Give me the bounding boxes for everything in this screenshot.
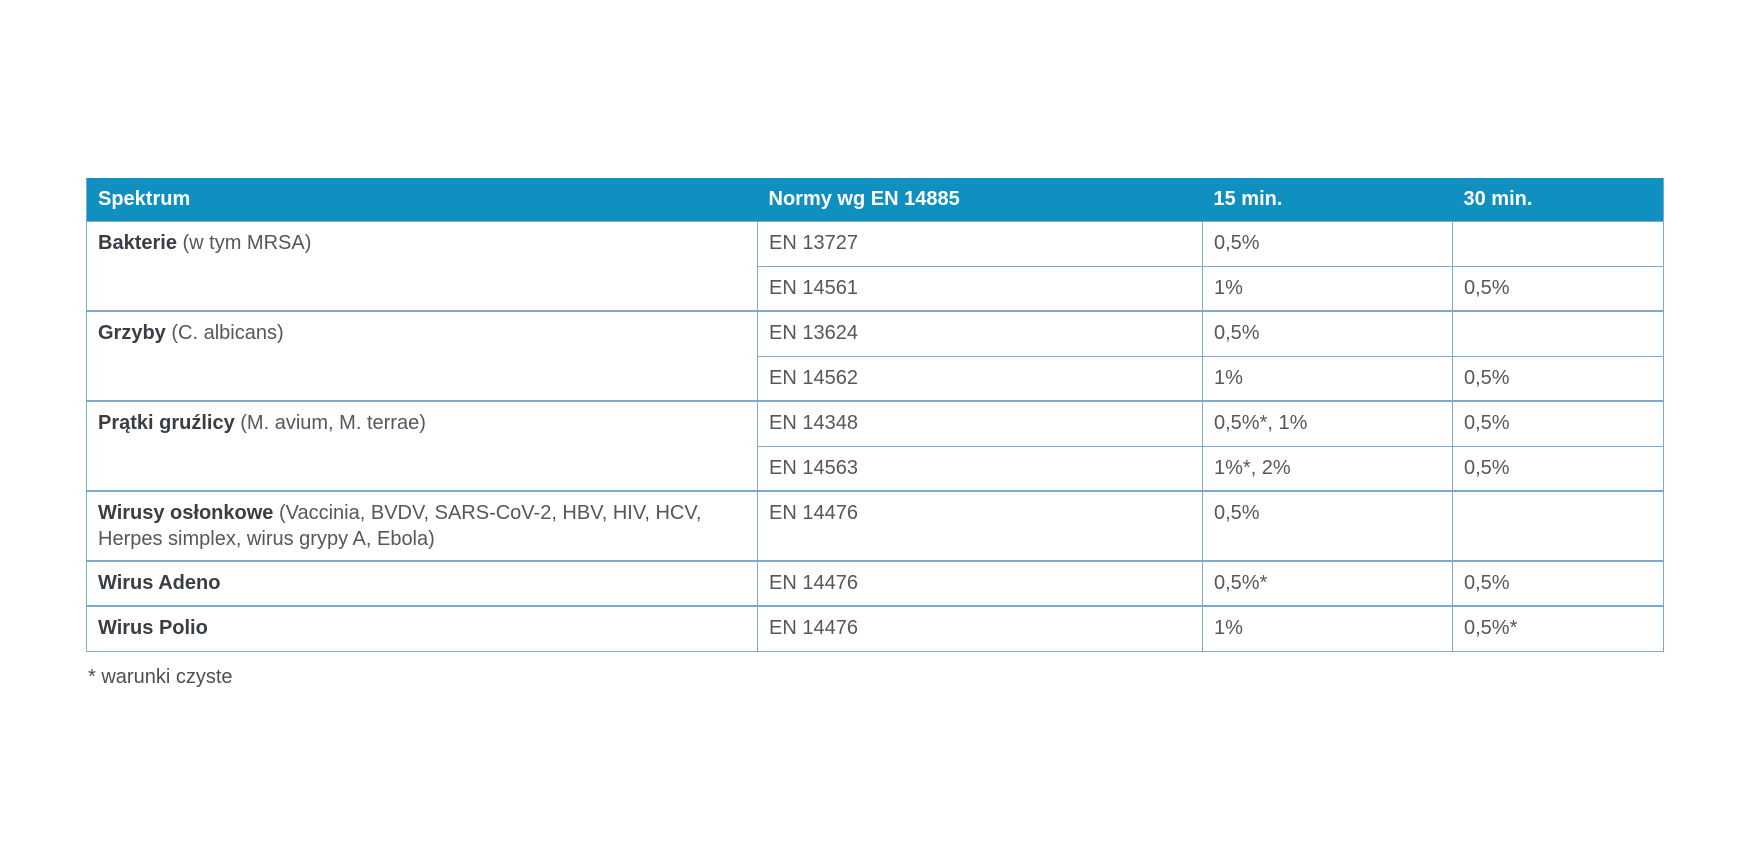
table-wrap: Spektrum Normy wg EN 14885 15 min. 30 mi… — [86, 178, 1664, 689]
spektrum-cell: Wirusy osłonkowe (Vaccinia, BVDV, SARS-C… — [86, 490, 758, 562]
value-30min-cell — [1452, 220, 1664, 267]
value-30min-cell: 0,5% — [1452, 445, 1664, 492]
value-15min-cell: 0,5% — [1202, 310, 1453, 357]
value-15min-cell: 0,5%*, 1% — [1202, 400, 1453, 447]
norm-cell: EN 13727 — [757, 220, 1203, 267]
spectrum-table: Spektrum Normy wg EN 14885 15 min. 30 mi… — [86, 178, 1664, 652]
table-row: Wirus Polio EN 14476 1% 0,5%* — [86, 605, 1664, 652]
value-30min-cell: 0,5% — [1452, 560, 1664, 607]
spektrum-cell: Bakterie (w tym MRSA) — [86, 220, 758, 312]
norm-cell: EN 14476 — [757, 605, 1203, 652]
value-15min-cell: 1%*, 2% — [1202, 445, 1453, 492]
table-row: Bakterie (w tym MRSA) EN 13727 0,5% — [86, 220, 1664, 312]
norm-cell: EN 13624 — [757, 310, 1203, 357]
table-body: Bakterie (w tym MRSA) EN 13727 0,5% EN 1456… — [86, 220, 1664, 652]
value-15min-cell: 1% — [1202, 355, 1453, 402]
table-row: Grzyby (C. albicans) EN 13624 0,5% — [86, 310, 1664, 402]
norm-cell: EN 14476 — [757, 490, 1203, 562]
table-header: Spektrum Normy wg EN 14885 15 min. 30 mi… — [86, 178, 1664, 221]
col-header-30min: 30 min. — [1452, 178, 1664, 221]
table-row: EN 14561 1% 0,5% — [87, 265, 1664, 312]
spektrum-detail: (w tym MRSA) — [176, 231, 312, 254]
norm-cell: EN 14348 — [757, 400, 1203, 447]
header-row: Spektrum Normy wg EN 14885 15 min. 30 mi… — [86, 178, 1664, 221]
footnote: * warunki czyste — [88, 665, 233, 688]
value-30min-cell — [1452, 310, 1664, 357]
spektrum-name: Wirus Adeno — [98, 572, 221, 594]
spektrum-cell: Wirus Adeno — [86, 560, 758, 607]
spektrum-name: Wirus Polio — [98, 617, 208, 639]
spektrum-name: Grzyby — [98, 322, 166, 344]
value-15min-cell: 0,5% — [1202, 490, 1453, 562]
col-header-normy: Normy wg EN 14885 — [757, 178, 1203, 221]
value-30min-cell: 0,5% — [1452, 400, 1664, 447]
norm-cell: EN 14563 — [757, 445, 1203, 492]
norm-cell: EN 14562 — [757, 355, 1203, 402]
value-30min-cell — [1452, 490, 1664, 562]
value-15min-cell: 1% — [1202, 265, 1453, 312]
value-30min-cell: 0,5% — [1452, 355, 1664, 402]
table-row: EN 14562 1% 0,5% — [87, 355, 1664, 402]
value-30min-cell: 0,5% — [1452, 265, 1664, 312]
table-row: Wirusy osłonkowe (Vaccinia, BVDV, SARS-C… — [86, 490, 1664, 562]
norm-cell: EN 14561 — [757, 265, 1203, 312]
spektrum-name: Wirusy osłonkowe — [98, 502, 274, 524]
norm-cell: EN 14476 — [757, 560, 1203, 607]
table-row: Wirus Adeno EN 14476 0,5%* 0,5% — [86, 560, 1664, 607]
table-row: Prątki gruźlicy (M. avium, M. terrae) EN … — [86, 400, 1664, 492]
spektrum-cell: Grzyby (C. albicans) — [86, 310, 758, 402]
spektrum-name: Bakterie — [98, 231, 177, 254]
spektrum-name: Prątki gruźlicy — [98, 412, 235, 434]
spektrum-cell: Prątki gruźlicy (M. avium, M. terrae) — [86, 400, 758, 492]
value-15min-cell: 0,5%* — [1202, 560, 1453, 607]
spektrum-detail: (Vaccinia, BVDV, SARS-CoV-2, HBV, HIV, H… — [98, 502, 702, 550]
value-30min-cell: 0,5%* — [1452, 605, 1664, 652]
value-15min-cell: 1% — [1202, 605, 1453, 652]
value-15min-cell: 0,5% — [1202, 220, 1453, 267]
col-header-spektrum: Spektrum — [86, 178, 758, 221]
spektrum-detail: (M. avium, M. terrae) — [234, 412, 426, 434]
col-header-15min: 15 min. — [1202, 178, 1453, 221]
spektrum-detail: (C. albicans) — [165, 322, 284, 344]
spektrum-cell: Wirus Polio — [86, 605, 758, 652]
table-row: EN 14563 1%*, 2% 0,5% — [87, 445, 1664, 492]
